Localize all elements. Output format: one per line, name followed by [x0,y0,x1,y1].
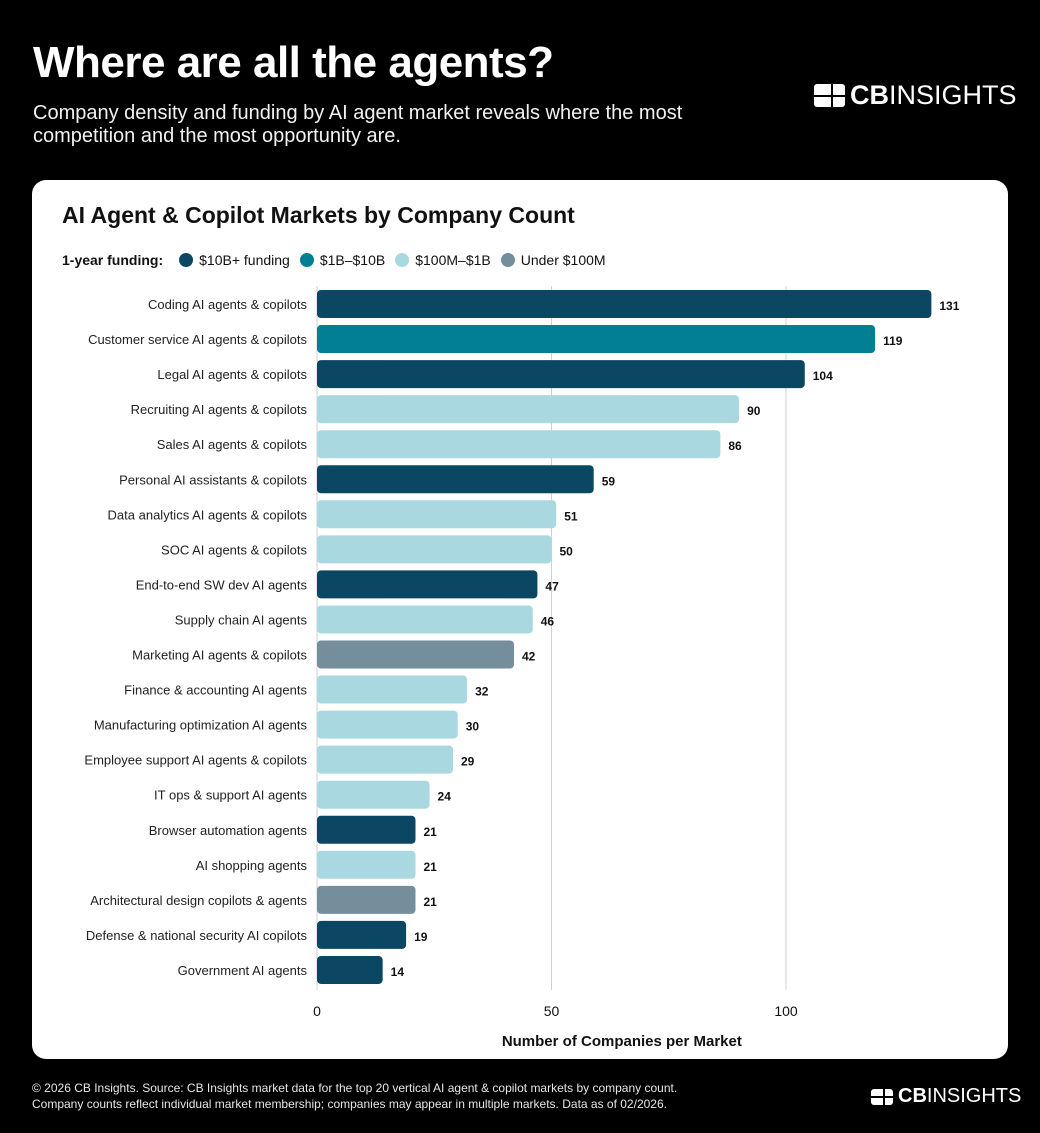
bar [317,395,740,424]
x-tick-label: 0 [313,1003,321,1019]
data-label: 104 [813,369,833,383]
data-label: 131 [939,299,959,313]
bar [317,955,383,984]
category-label: Data analytics AI agents & copilots [108,507,308,522]
data-label: 24 [438,790,452,804]
x-axis-label: Number of Companies per Market [502,1033,742,1050]
legend-item-100m-1b: $100M–$1B [395,252,491,268]
category-label: Personal AI assistants & copilots [119,472,307,487]
data-label: 86 [728,439,742,453]
category-label: Defense & national security AI copilots [86,928,308,943]
data-label: 90 [747,404,761,418]
bar [317,605,533,634]
footer: © 2026 CB Insights. Source: CB Insights … [32,1080,677,1112]
legend-item-10b-plus: $10B+ funding [179,252,290,268]
data-label: 119 [883,334,903,348]
data-label: 21 [423,825,437,839]
page-title: Where are all the agents? [33,38,554,87]
bar [317,570,538,599]
bar [317,710,458,739]
data-label: 59 [602,474,616,488]
category-label: AI shopping agents [196,858,308,873]
bar [317,325,876,354]
data-label: 50 [560,544,574,558]
chart-card: AI Agent & Copilot Markets by Company Co… [32,180,1008,1059]
category-label: Employee support AI agents & copilots [84,753,307,768]
page-subtitle: Company density and funding by AI agent … [33,102,683,147]
legend: 1-year funding: $10B+ funding $1B–$10B $… [62,252,616,268]
legend-title: 1-year funding: [62,252,164,268]
category-label: Sales AI agents & copilots [157,437,308,452]
category-label: Marketing AI agents & copilots [132,648,307,663]
category-label: Coding AI agents & copilots [148,297,307,312]
x-tick-label: 50 [544,1003,560,1019]
legend-dot-icon [299,253,314,267]
bar [317,850,416,879]
bar [317,290,932,318]
bar [317,535,552,564]
x-tick-label: 100 [774,1003,798,1019]
data-label: 21 [423,860,437,874]
data-label: 32 [475,685,489,699]
category-label: Government AI agents [178,963,308,978]
cb-logo-mark-icon [871,1088,893,1105]
legend-item-1b-10b: $1B–$10B [299,252,385,268]
bar [317,815,416,844]
footer-note: Company counts reflect individual market… [32,1097,667,1111]
category-label: Supply chain AI agents [175,612,308,627]
data-label: 19 [414,930,428,944]
legend-dot-icon [395,253,410,267]
legend-dot-icon [500,253,515,267]
category-label: Legal AI agents & copilots [157,367,307,382]
category-label: Browser automation agents [149,823,308,838]
data-label: 21 [423,895,437,909]
cb-logo-mark-icon [814,84,845,107]
category-label: Architectural design copilots & agents [90,893,307,908]
cb-insights-footer-logo: CB INSIGHTS [871,1085,1021,1108]
bar [317,920,407,949]
category-label: Finance & accounting AI agents [124,683,307,698]
cb-insights-logo: CB INSIGHTS [814,80,1017,111]
data-label: 29 [461,755,475,769]
category-label: SOC AI agents & copilots [161,542,307,557]
bar-chart: 0 50 100 Number of Companies per Market Codi… [84,286,960,1050]
bar [317,430,721,459]
data-label: 30 [466,720,480,734]
category-label: Recruiting AI agents & copilots [131,402,308,417]
bar [317,885,416,914]
bar [317,360,805,389]
data-label: 47 [545,579,559,593]
bar [317,465,594,494]
data-label: 51 [564,509,578,523]
category-label: Customer service AI agents & copilots [88,332,307,347]
category-label: End-to-end SW dev AI agents [136,577,308,592]
bar [317,780,430,809]
bar [317,745,454,774]
category-label: Manufacturing optimization AI agents [94,718,308,733]
legend-item-under-100m: Under $100M [500,252,606,268]
data-label: 46 [541,614,555,628]
data-label: 14 [391,965,405,979]
bar [317,640,514,669]
bar [317,675,468,704]
legend-dot-icon [179,253,194,267]
category-label: IT ops & support AI agents [154,788,307,803]
bar [317,500,557,529]
data-label: 42 [522,650,536,664]
chart-title: AI Agent & Copilot Markets by Company Co… [62,202,575,228]
footer-source: © 2026 CB Insights. Source: CB Insights … [32,1081,678,1095]
